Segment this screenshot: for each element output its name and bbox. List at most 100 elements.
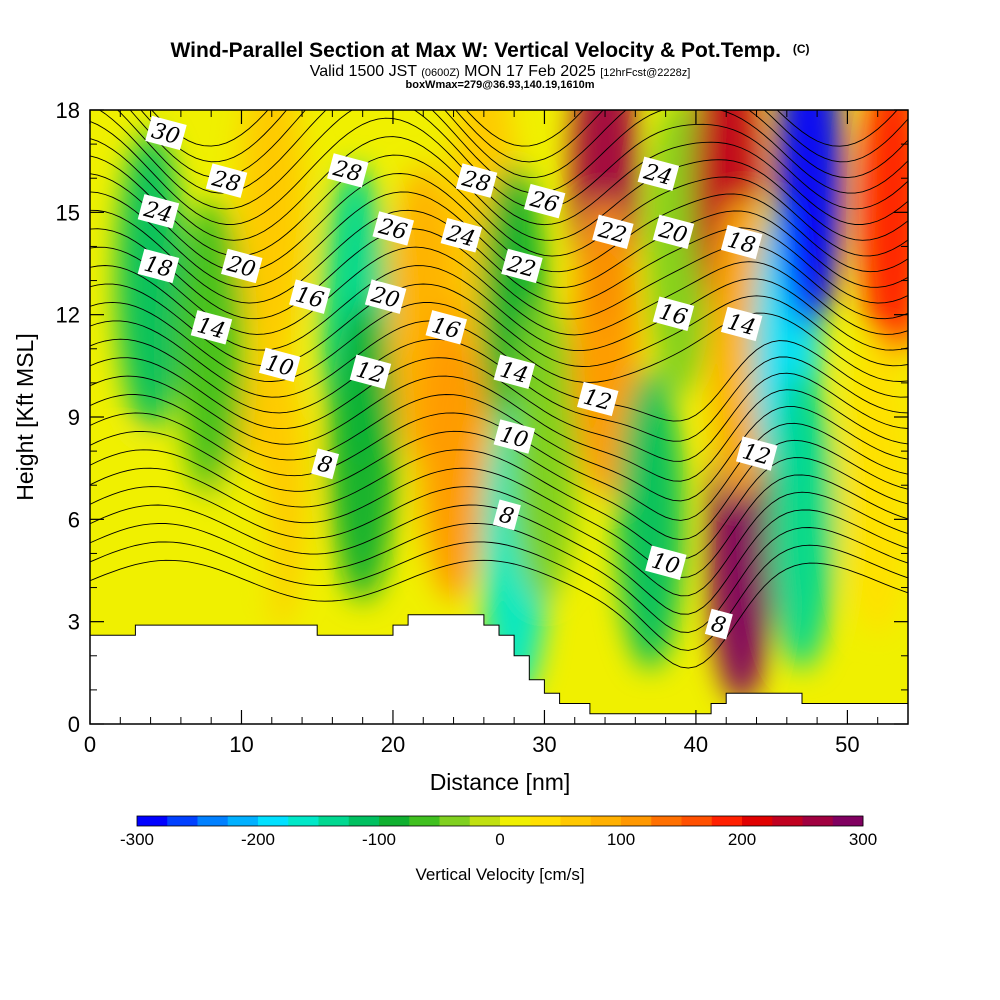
velocity-cell-14 bbox=[616, 369, 685, 670]
y-tick-label: 15 bbox=[56, 200, 80, 225]
contour-label-box bbox=[137, 194, 180, 229]
colorbar-frame bbox=[136, 815, 864, 827]
contour-label-box bbox=[190, 310, 233, 345]
theta-contour-0 bbox=[90, 559, 908, 669]
colorbar-swatch bbox=[288, 816, 319, 826]
contour-label-box bbox=[258, 347, 301, 383]
colorbar-tick-label: 300 bbox=[849, 830, 877, 849]
contour-label-box bbox=[327, 153, 369, 188]
x-axis-label: Distance [nm] bbox=[430, 769, 571, 795]
contour-label-box bbox=[652, 296, 695, 331]
velocity-cell-1 bbox=[177, 198, 246, 499]
colorbar-swatch bbox=[621, 816, 652, 826]
contour-label-8: 8 bbox=[704, 608, 733, 640]
colorbar-swatch bbox=[651, 816, 682, 826]
contour-label-text: 8 bbox=[315, 451, 335, 479]
x-tick-label: 40 bbox=[684, 732, 708, 757]
colorbar: -300 -200 -100 0 100 200 300 bbox=[120, 815, 877, 849]
colorbar-swatch bbox=[469, 816, 501, 826]
theta-contour-29 bbox=[151, 110, 898, 147]
x-tick-label: 10 bbox=[229, 732, 253, 757]
contour-label-14: 14 bbox=[720, 306, 763, 342]
colorbar-swatch bbox=[530, 816, 561, 826]
contour-label-box bbox=[493, 419, 536, 454]
y-tick-label: 12 bbox=[56, 303, 80, 328]
x-tick-label: 50 bbox=[835, 732, 859, 757]
contour-label-16: 16 bbox=[652, 296, 695, 331]
theta-contour-5 bbox=[90, 467, 908, 578]
y-axis-label: Height [Kft MSL] bbox=[12, 333, 38, 500]
colorbar-swatch bbox=[439, 816, 471, 826]
colorbar-swatch bbox=[681, 816, 713, 826]
contour-label-box bbox=[455, 163, 498, 198]
x-tick-label: 30 bbox=[532, 732, 556, 757]
colorbar-tick-label: -100 bbox=[362, 830, 396, 849]
colorbar-swatch bbox=[772, 816, 803, 826]
contour-label-box bbox=[440, 218, 483, 253]
theta-contour-4 bbox=[90, 486, 908, 597]
colorbar-swatch bbox=[318, 816, 350, 826]
contour-label-box bbox=[493, 354, 536, 389]
velocity-cell-20 bbox=[775, 110, 844, 329]
colorbar-swatch bbox=[227, 816, 259, 826]
theta-contour-14 bbox=[90, 301, 908, 383]
contour-label-14: 14 bbox=[190, 310, 233, 345]
colorbar-swatch bbox=[802, 816, 834, 826]
contour-label-box bbox=[221, 248, 263, 284]
chart-title: Wind-Parallel Section at Max W: Vertical… bbox=[170, 39, 809, 62]
contour-label-box bbox=[652, 214, 695, 250]
boxwmax-line: boxWmax=279@36.93,140.19,1610m bbox=[406, 79, 595, 91]
colorbar-swatch bbox=[711, 816, 743, 826]
contour-label-box bbox=[311, 448, 340, 480]
contour-label-12: 12 bbox=[736, 436, 778, 471]
theta-contour-23 bbox=[90, 136, 908, 241]
contour-label-box bbox=[492, 499, 521, 531]
theta-contour-15 bbox=[90, 283, 908, 367]
x-tick-label: 0 bbox=[84, 732, 96, 757]
colorbar-swatch bbox=[379, 816, 410, 826]
colorbar-swatch bbox=[258, 816, 289, 826]
colorbar-swatch bbox=[167, 816, 198, 826]
contour-label-box bbox=[501, 248, 543, 284]
contour-label-12: 12 bbox=[577, 381, 619, 417]
theta-contour-28 bbox=[140, 110, 908, 163]
contour-label-box bbox=[364, 279, 407, 314]
contour-label-box bbox=[577, 381, 619, 417]
theta-contour-18 bbox=[90, 228, 908, 320]
contour-label-24: 24 bbox=[637, 156, 680, 192]
colorbar-swatch bbox=[348, 816, 380, 826]
colorbar-swatch bbox=[590, 816, 622, 826]
contour-label-box bbox=[372, 211, 415, 246]
theta-contour-13 bbox=[90, 320, 908, 422]
copyright-mark: (C) bbox=[793, 42, 810, 56]
contour-label-box bbox=[592, 214, 634, 250]
contour-label-10: 10 bbox=[258, 347, 301, 383]
chart-subtitle: Valid 1500 JST (0600Z) MON 17 Feb 2025 [… bbox=[310, 63, 691, 80]
y-tick-label: 0 bbox=[68, 712, 80, 737]
colorbar-tick-label: 0 bbox=[495, 830, 504, 849]
colorbar-swatch bbox=[500, 816, 531, 826]
contour-label-box bbox=[736, 436, 778, 471]
contour-label-28: 28 bbox=[455, 163, 498, 198]
colorbar-swatch bbox=[742, 816, 773, 826]
contour-label-box bbox=[720, 224, 763, 260]
y-tick-label: 6 bbox=[68, 507, 80, 532]
colorbar-tick-label: -200 bbox=[241, 830, 275, 849]
contour-label-12: 12 bbox=[349, 354, 392, 389]
contour-label-box bbox=[645, 545, 687, 580]
contour-label-box bbox=[205, 163, 248, 198]
contour-label-28: 28 bbox=[205, 163, 248, 198]
theta-contour-10 bbox=[90, 375, 908, 482]
contour-label-box bbox=[289, 279, 331, 314]
contour-label-box bbox=[523, 183, 566, 219]
theta-contour-1 bbox=[90, 541, 908, 651]
velocity-cell-21 bbox=[767, 369, 836, 670]
contour-label-30: 30 bbox=[145, 115, 187, 151]
colorbar-swatch bbox=[137, 816, 168, 826]
theta-contour-24 bbox=[90, 117, 908, 226]
y-tick-label: 9 bbox=[68, 405, 80, 430]
contour-label-text: 8 bbox=[496, 502, 516, 530]
